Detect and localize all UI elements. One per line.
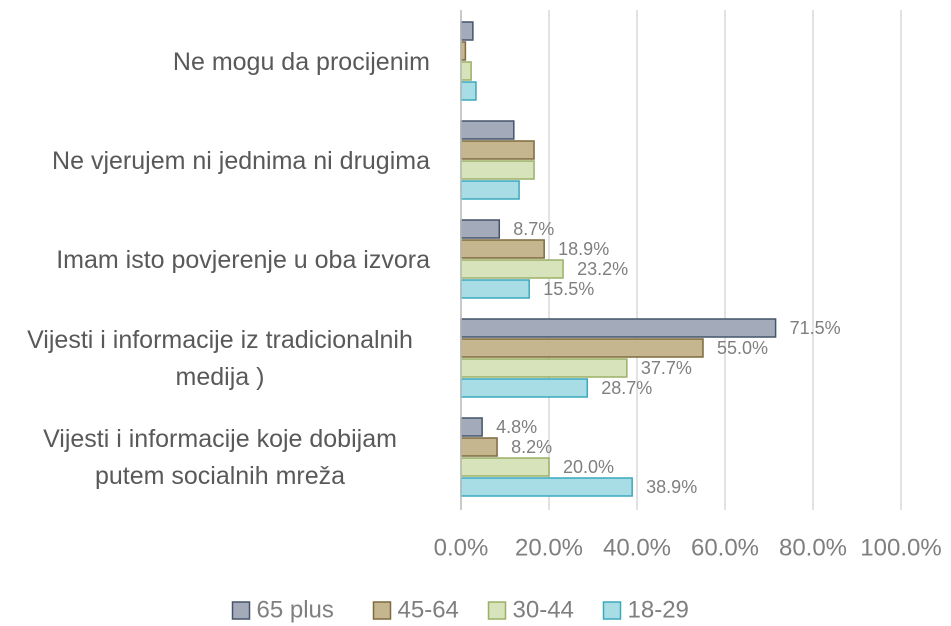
legend-label: 18-29 [628, 596, 689, 623]
bar [460, 120, 515, 140]
bar [460, 180, 520, 200]
value-label: 55.0% [717, 338, 768, 358]
bar [460, 21, 474, 41]
legend-swatch [602, 601, 622, 620]
bar [460, 417, 483, 437]
value-label: 20.0% [563, 457, 614, 477]
bar [460, 378, 589, 398]
bar [460, 81, 477, 101]
category-label: Vijesti i informacije iz tradicionalnih … [27, 326, 413, 391]
category-label: Vijesti i informacije koje dobijam putem… [43, 425, 397, 490]
category-label-box: Vijesti i informacije iz tradicionalnih … [0, 314, 430, 404]
bar [460, 338, 704, 358]
x-tick-label: 40.0% [603, 534, 671, 561]
legend-label: 65 plus [257, 596, 334, 623]
bar [460, 457, 550, 477]
value-label: 23.2% [577, 259, 628, 279]
legend-label: 45-64 [398, 596, 459, 623]
bar [460, 219, 501, 239]
legend-swatch [487, 601, 507, 620]
bar [460, 477, 633, 497]
bar [460, 358, 628, 378]
bar [460, 318, 777, 338]
value-label: 15.5% [543, 279, 594, 299]
bar [460, 160, 535, 180]
value-label: 37.7% [641, 358, 692, 378]
x-tick-label: 0.0% [434, 534, 489, 561]
bar [460, 437, 498, 457]
category-label-box: Ne mogu da procijenim [0, 17, 430, 107]
category-label: Ne vjerujem ni jednima ni drugima [52, 146, 430, 175]
x-tick-label: 100.0% [860, 534, 941, 561]
legend-label: 30-44 [513, 596, 574, 623]
category-label: Imam isto povjerenje u oba izvora [56, 245, 430, 274]
category-label-box: Vijesti i informacije koje dobijam putem… [0, 413, 430, 503]
legend-swatch [231, 601, 251, 620]
value-label: 8.2% [511, 437, 552, 457]
value-label: 28.7% [601, 378, 652, 398]
bar [460, 239, 545, 259]
value-label: 8.7% [513, 219, 554, 239]
x-tick-label: 20.0% [515, 534, 583, 561]
bar [460, 259, 564, 279]
bar [460, 61, 472, 81]
bar [460, 279, 530, 299]
value-label: 71.5% [790, 318, 841, 338]
x-tick-label: 60.0% [691, 534, 759, 561]
x-tick-label: 80.0% [779, 534, 847, 561]
value-label: 4.8% [496, 417, 537, 437]
category-label-box: Imam isto povjerenje u oba izvora [0, 215, 430, 305]
category-label-box: Ne vjerujem ni jednima ni drugima [0, 116, 430, 206]
legend-swatch [372, 601, 392, 620]
value-label: 18.9% [558, 239, 609, 259]
bar [460, 140, 535, 160]
value-label: 38.9% [646, 477, 697, 497]
category-label: Ne mogu da procijenim [172, 47, 430, 76]
